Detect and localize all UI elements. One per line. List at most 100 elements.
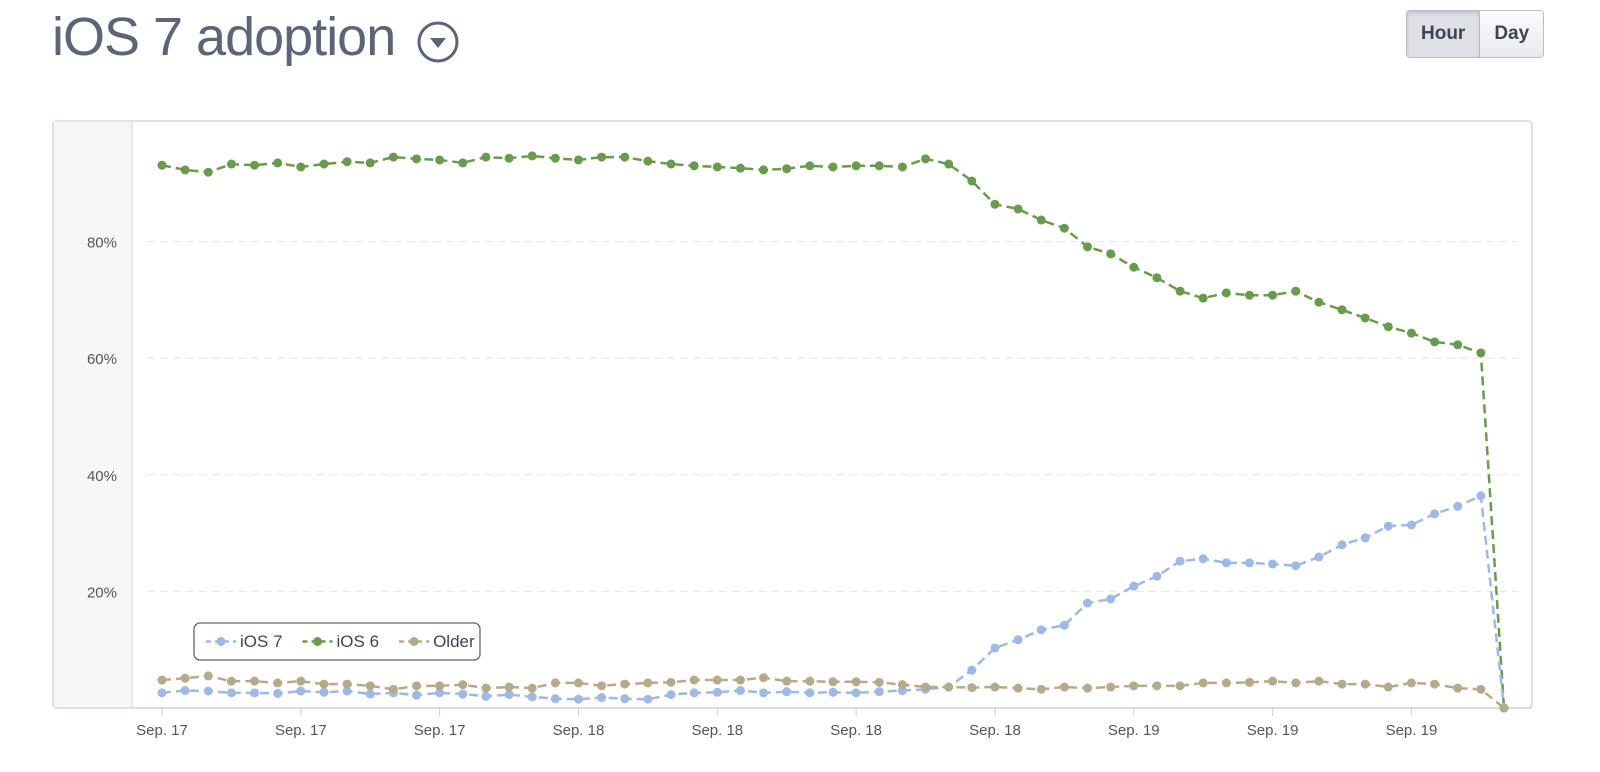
x-tick-label: Sep. 18 [830,722,882,739]
data-point [1106,682,1116,692]
x-tick-label: Sep. 17 [275,722,327,739]
data-point [1198,293,1208,303]
hour-button[interactable]: Hour [1407,11,1481,57]
data-point [573,155,583,165]
data-point [805,688,815,698]
data-point [504,682,514,692]
data-point [319,159,329,169]
legend-label: iOS 6 [337,632,380,651]
data-point [1406,678,1416,688]
data-point [342,157,352,167]
data-point [921,154,931,164]
data-point [874,677,884,687]
legend-label: iOS 7 [240,632,283,651]
x-tick-label: Sep. 19 [1386,722,1438,739]
data-point [226,159,236,169]
data-point [273,688,283,698]
data-point [643,694,653,704]
data-point [620,679,630,689]
day-button[interactable]: Day [1480,11,1544,57]
data-point [481,691,491,701]
data-point [1314,297,1324,307]
data-point [504,690,514,700]
data-point [1175,681,1185,691]
data-point [527,692,537,702]
page-title: iOS 7 adoption [52,7,396,67]
data-point [481,152,491,162]
data-point [157,160,167,170]
data-point [157,688,167,698]
data-point [643,156,653,166]
data-point [1430,509,1440,519]
data-point [527,151,537,161]
data-point [250,688,260,698]
data-point [550,153,560,163]
data-point [319,679,329,689]
data-point [1383,521,1393,531]
data-point [388,152,398,162]
data-point [388,684,398,694]
legend-dot [409,637,419,646]
data-point [1175,556,1185,566]
data-point [1291,286,1301,296]
data-point [1383,682,1393,692]
dropdown-icon[interactable] [417,21,461,65]
data-point [1013,683,1023,693]
y-tick-label: 60% [87,351,117,368]
legend-dot [216,637,226,646]
data-point [1152,681,1162,691]
data-point [782,676,792,686]
data-point [458,680,468,690]
data-point [1129,262,1139,272]
data-point [412,681,422,691]
data-point [319,687,329,697]
data-point [897,680,907,690]
data-point [157,675,167,685]
data-point [1152,273,1162,283]
data-point [550,694,560,704]
x-tick-label: Sep. 19 [1247,722,1299,739]
data-point [874,687,884,697]
data-point [805,676,815,686]
data-point [435,155,445,165]
data-point [620,694,630,704]
data-point [203,167,213,177]
data-point [180,673,190,683]
data-point [1129,581,1139,591]
data-point [944,682,954,692]
data-point [666,690,676,700]
data-point [1106,249,1116,259]
data-point [1337,540,1347,550]
data-point [226,688,236,698]
data-point [897,162,907,172]
data-point [1013,204,1023,214]
data-point [1106,594,1116,604]
data-point [1360,679,1370,689]
data-point [573,678,583,688]
data-point [666,159,676,169]
data-point [851,688,861,698]
data-point [759,165,769,175]
data-point [1175,286,1185,296]
x-tick-label: Sep. 17 [136,722,188,739]
data-point [573,694,583,704]
data-point [828,162,838,172]
legend: iOS 7 iOS 6 Older [193,622,481,661]
data-point [342,679,352,689]
data-point [1059,682,1069,692]
data-point [1244,677,1254,687]
data-point [944,159,954,169]
data-point [296,686,306,696]
data-point [1268,676,1278,686]
data-point [851,677,861,687]
interval-toggle: Hour Day [1406,10,1545,58]
legend-label: Older [433,632,475,651]
data-point [689,161,699,171]
data-point [250,160,260,170]
data-point [180,686,190,696]
data-point [435,688,445,698]
data-point [851,161,861,171]
data-point [365,689,375,699]
data-point [874,161,884,171]
data-point [1036,684,1046,694]
